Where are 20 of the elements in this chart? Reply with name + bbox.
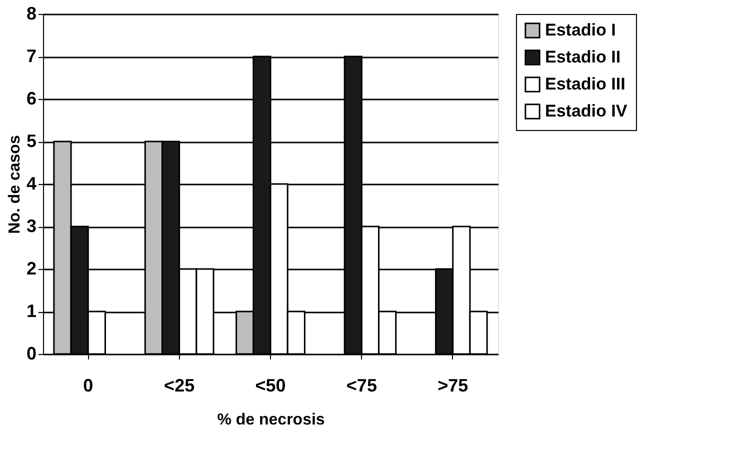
x-tick-label: 0 [83, 376, 94, 396]
y-tick-label: 0 [26, 344, 36, 364]
y-axis-title: No. de casos [6, 135, 24, 234]
x-axis-title: % de necrosis [217, 412, 325, 428]
x-tick-label: <50 [255, 376, 286, 396]
y-tick-label: 3 [26, 216, 36, 236]
y-tick-label: 7 [26, 46, 36, 66]
legend-label: Estadio II [545, 48, 621, 66]
y-tick-label: 6 [26, 88, 36, 108]
y-tick-label: 2 [26, 258, 36, 278]
y-tick-label: 4 [26, 174, 36, 194]
legend-label: Estadio III [545, 74, 626, 94]
x-tick-label: >75 [438, 376, 468, 396]
x-tick-label: <25 [164, 376, 195, 396]
y-tick-label: 5 [26, 131, 36, 151]
y-tick-label: 1 [26, 301, 36, 321]
x-tick-label: <75 [346, 376, 377, 396]
legend-label: Estadio IV [545, 102, 628, 120]
legend-label: Estadio I [545, 20, 616, 40]
y-tick-label: 8 [26, 4, 36, 24]
